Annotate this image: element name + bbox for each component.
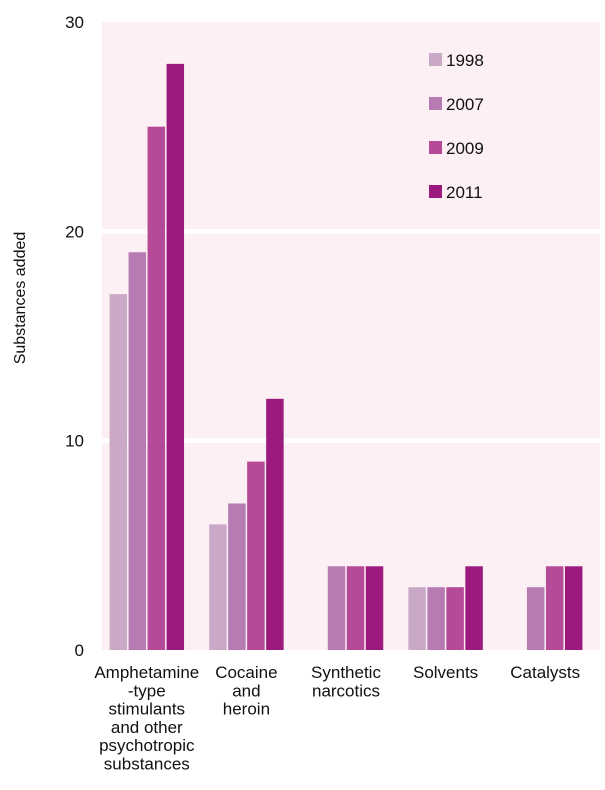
legend-label: 2007: [446, 95, 484, 114]
bar: [266, 398, 284, 650]
legend-swatch: [429, 185, 442, 198]
y-tick-label: 30: [65, 13, 84, 32]
y-tick-label: 0: [75, 641, 84, 660]
x-category-label-line: Catalysts: [510, 663, 580, 682]
y-tick-label: 10: [65, 432, 84, 451]
bar: [209, 524, 227, 650]
bar: [166, 63, 185, 651]
x-category-label: Amphetamine -type stimulants and other psych…: [94, 663, 199, 774]
plot-background: [102, 22, 600, 650]
gridlines: [102, 228, 600, 444]
x-category-label: Synthetic narcotics: [311, 663, 381, 700]
x-category-label-line: Cocaine: [215, 663, 277, 682]
legend-swatch: [429, 53, 442, 66]
bar: [147, 126, 166, 650]
x-category-label-line: Synthetic: [311, 663, 381, 682]
bar: [526, 587, 545, 650]
y-tick-label: 20: [65, 222, 84, 241]
x-category-label: Catalysts: [510, 663, 580, 682]
bar: [327, 566, 346, 650]
legend: 1998 2007 2009 2011: [429, 51, 484, 202]
x-axis-category-labels: Amphetamine -type stimulants and other psych…: [94, 663, 580, 774]
bar: [465, 566, 483, 650]
x-category-label-line: Solvents: [413, 663, 478, 682]
bar: [228, 503, 246, 650]
bar: [408, 587, 426, 650]
bar: [128, 252, 147, 650]
x-category-label-line: heroin: [223, 700, 270, 719]
bar: [427, 587, 445, 650]
legend-label: 2011: [446, 183, 483, 202]
legend-swatch: [429, 97, 442, 110]
x-category-label: Solvents: [413, 663, 478, 682]
x-category-label-line: narcotics: [312, 681, 380, 700]
x-category-label-line: stimulants: [109, 700, 186, 719]
legend-swatch: [429, 141, 442, 154]
bar: [109, 294, 128, 650]
x-category-label: Cocaine and heroin: [215, 663, 277, 719]
legend-label: 2009: [446, 139, 484, 158]
bar: [564, 566, 583, 650]
x-category-label-line: and: [232, 681, 260, 700]
bar: [446, 587, 464, 650]
y-axis-ticks: 0 10 20 30: [65, 13, 84, 660]
x-category-label-line: substances: [104, 755, 190, 774]
bar: [545, 566, 564, 650]
y-axis-title: Substances added: [12, 232, 29, 365]
bars: [109, 63, 583, 651]
legend-label: 1998: [446, 51, 484, 70]
x-category-label-line: and other: [111, 718, 183, 737]
bar: [365, 566, 384, 650]
bar: [247, 461, 265, 650]
x-category-label-line: -type: [128, 681, 166, 700]
bar: [346, 566, 365, 650]
x-category-label-line: Amphetamine: [94, 663, 199, 682]
x-category-label-line: psychotropic: [99, 736, 195, 755]
